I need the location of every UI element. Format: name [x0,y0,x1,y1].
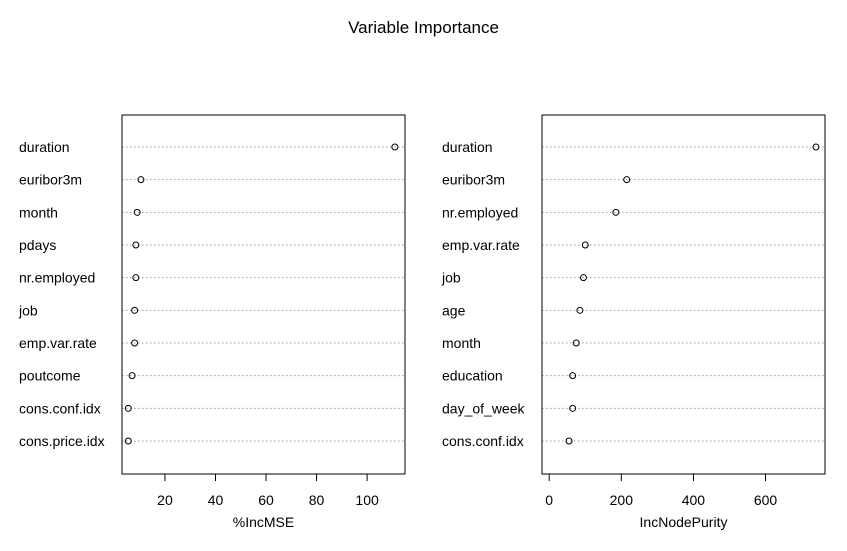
x-tick-label: 20 [157,492,173,508]
category-label: education [442,368,503,384]
category-label: duration [19,139,70,155]
data-point [581,241,589,249]
category-label: age [442,302,466,318]
data-point [812,143,820,151]
x-tick-label: 80 [309,492,325,508]
data-point [128,372,136,380]
category-label: emp.var.rate [442,237,520,253]
category-label: cons.conf.idx [19,400,101,416]
category-label: month [19,204,58,220]
x-axis-label: %IncMSE [233,514,294,530]
plot-frame [121,114,406,475]
data-point [124,437,132,445]
category-label: nr.employed [442,204,518,220]
category-label: job [441,270,461,286]
x-tick-label: 600 [754,492,778,508]
data-point [565,437,573,445]
x-tick-label: 60 [258,492,274,508]
category-label: day_of_week [442,400,526,416]
category-label: pdays [19,237,56,253]
data-point [569,404,577,412]
data-point [576,306,584,314]
chart-title: Variable Importance [348,18,499,37]
data-point [131,306,139,314]
data-point [612,208,620,216]
category-label: cons.conf.idx [442,433,524,449]
data-point [137,176,145,184]
data-point [391,143,399,151]
panel-inc-mse: duration euribor3m month pdays nr.employed jo… [18,114,406,530]
data-point [572,339,580,347]
data-point [133,208,141,216]
data-point [579,274,587,282]
x-tick-label: 400 [682,492,706,508]
category-label: euribor3m [19,172,82,188]
data-point [132,241,140,249]
x-axis-label: IncNodePurity [640,514,728,530]
data-point [569,372,577,380]
category-label: duration [442,139,493,155]
category-label: euribor3m [442,172,505,188]
category-label: job [18,302,38,318]
data-point [132,274,140,282]
data-point [131,339,139,347]
x-tick-label: 100 [355,492,379,508]
category-label: poutcome [19,368,81,384]
data-point [623,176,631,184]
plot-frame [541,114,826,475]
x-tick-label: 200 [610,492,634,508]
x-tick-label: 40 [208,492,224,508]
category-label: cons.price.idx [19,433,105,449]
panel-inc-node-purity: duration euribor3m nr.employed emp.var.rate… [441,114,826,530]
x-tick-label: 0 [545,492,553,508]
category-label: nr.employed [19,270,95,286]
category-label: emp.var.rate [19,335,97,351]
data-point [124,404,132,412]
category-label: month [442,335,481,351]
